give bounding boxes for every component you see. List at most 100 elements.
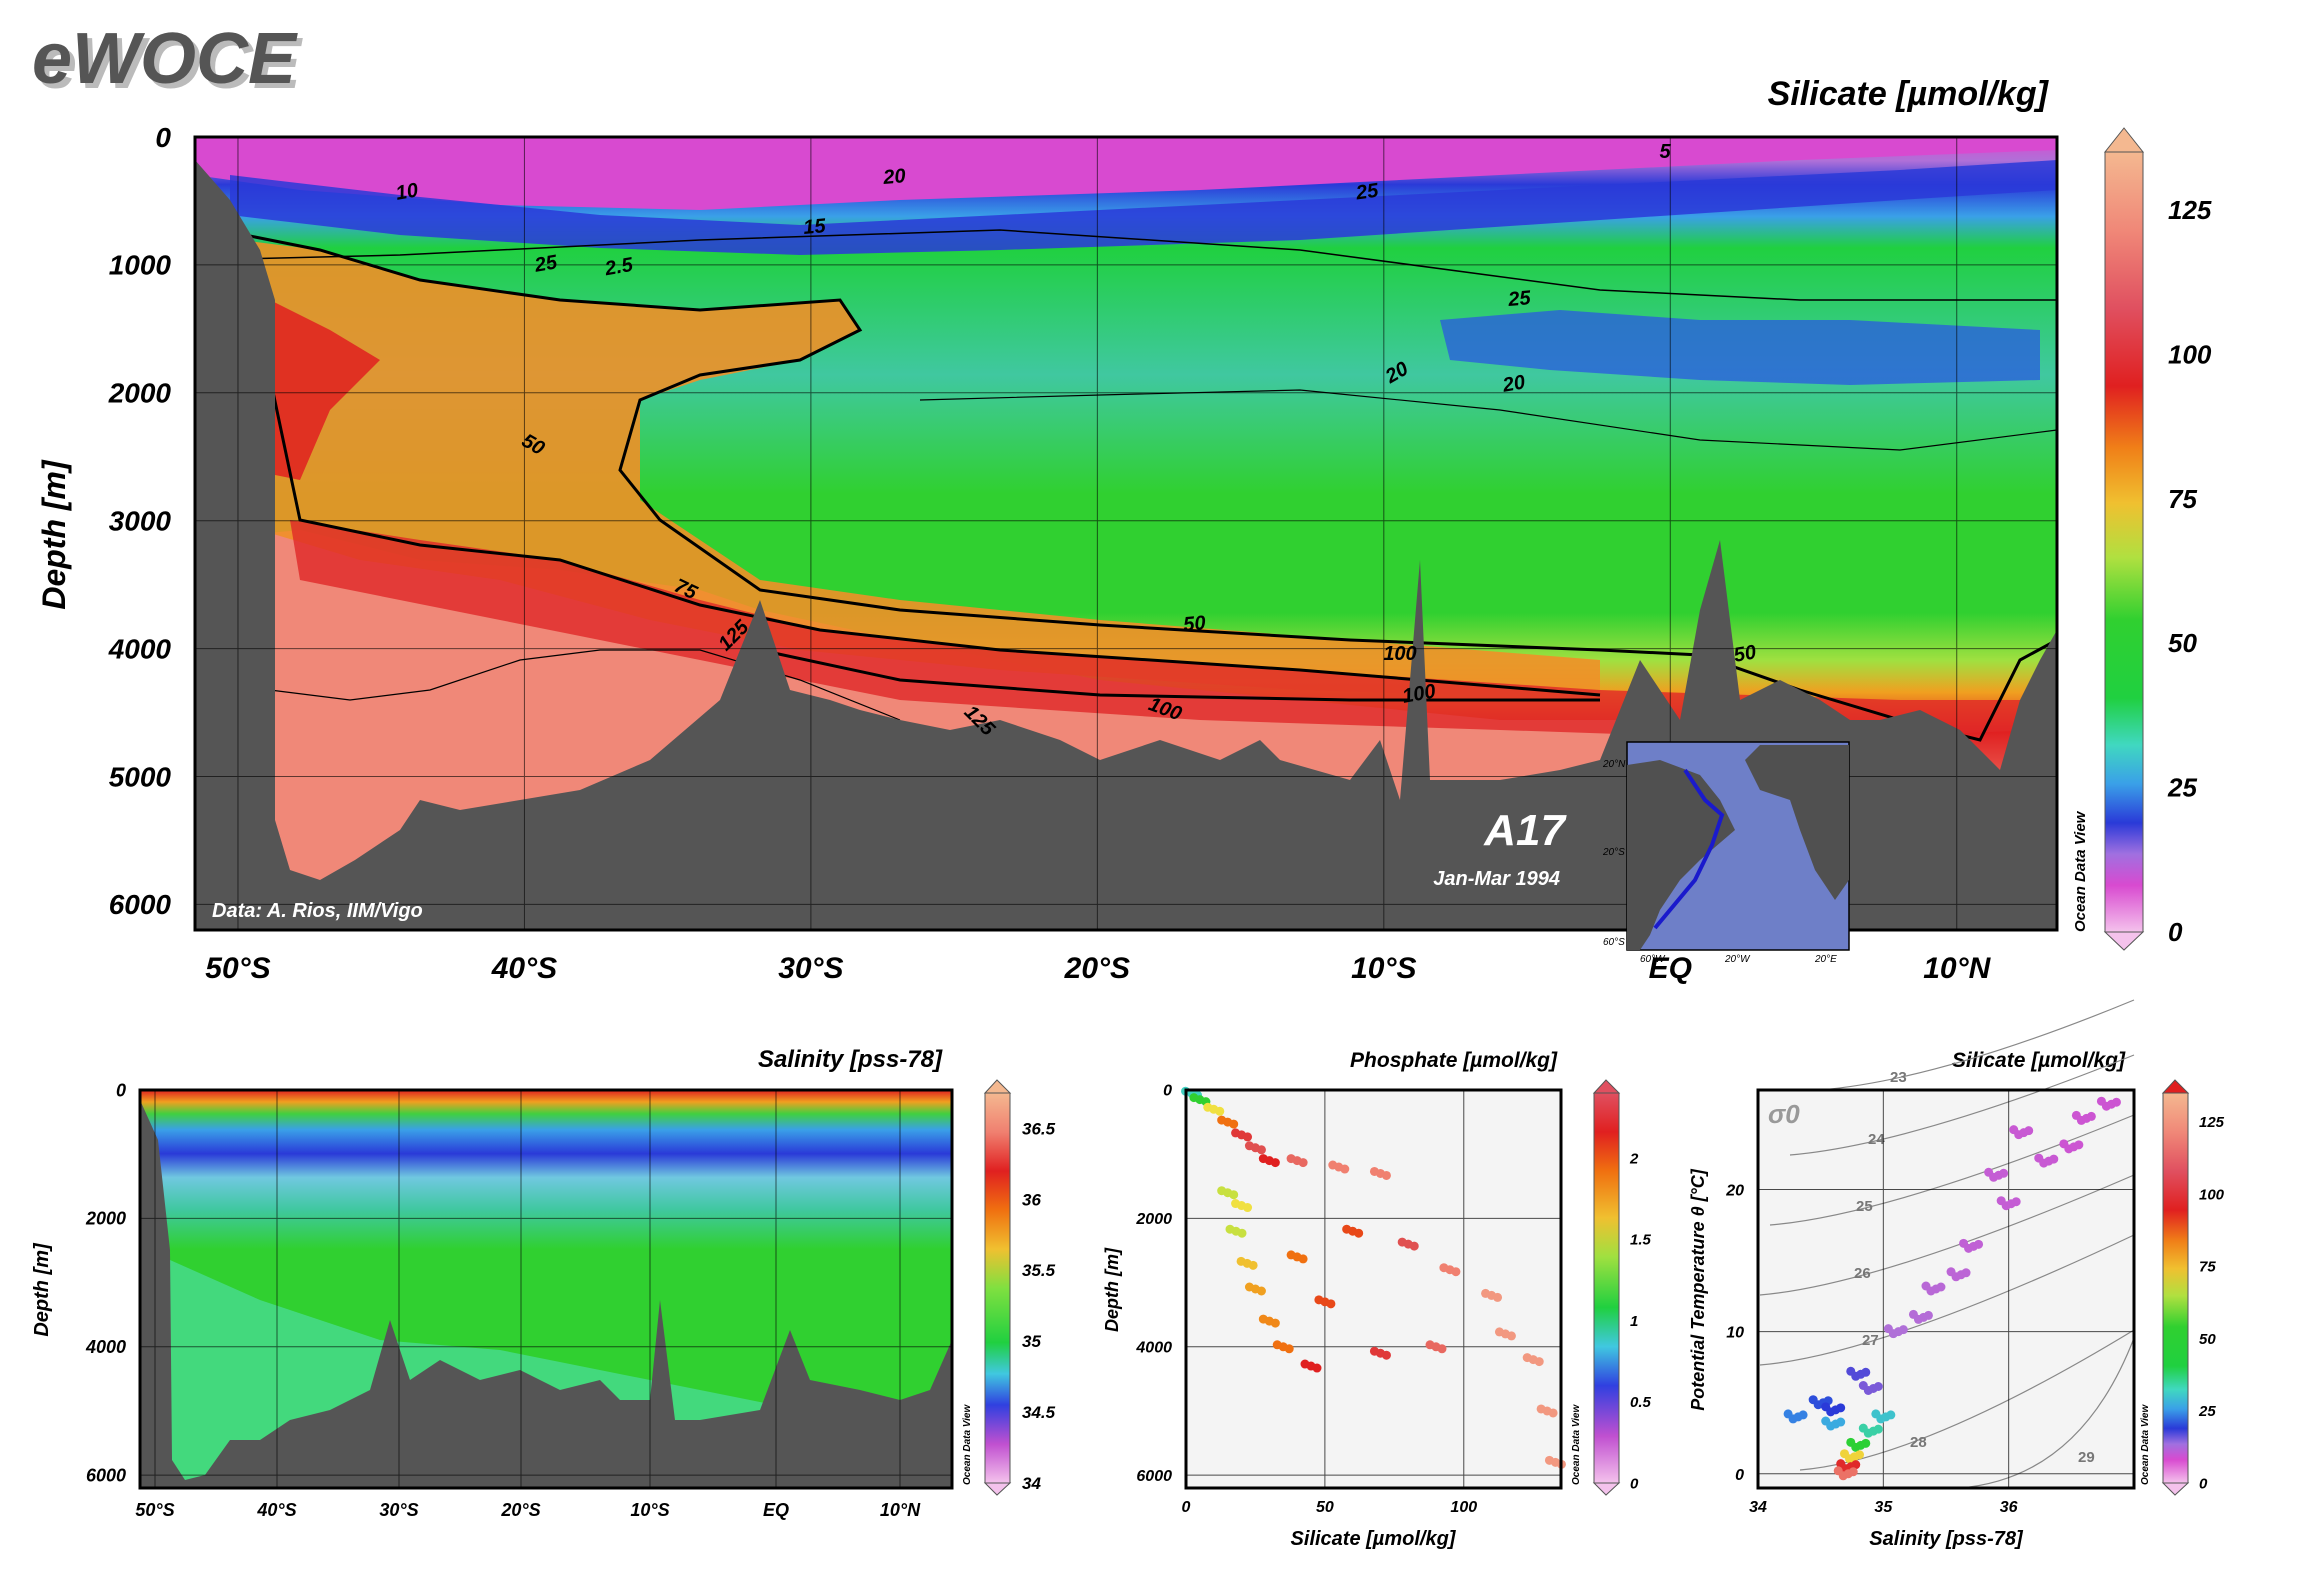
colorbar-tick-label: 35.5 xyxy=(1022,1261,1056,1280)
phosphate-point xyxy=(1270,1158,1280,1168)
colorbar-top-cap xyxy=(2103,127,2145,153)
colorbar-tick-label: 100 xyxy=(2168,339,2212,369)
colorbar-bottom-cap xyxy=(2103,931,2145,951)
ts-point xyxy=(1923,1310,1933,1320)
salinity-colorbar-ticks: 34 34.5 35 35.5 36 36.5 xyxy=(1022,1119,1056,1493)
ewoce-logo: eWOCE xyxy=(32,19,298,99)
phosphate-point xyxy=(1312,1363,1322,1373)
salinity-colorbar-top-cap xyxy=(983,1079,1012,1094)
colorbar-tick-label: 100 xyxy=(2199,1186,2225,1203)
inset-lon-label: 20°W xyxy=(1724,954,1751,965)
ts-colorbar-bottom-cap xyxy=(2161,1482,2190,1496)
ts-colorbar-bar xyxy=(2162,1092,2189,1484)
colorbar-tick-label: 0 xyxy=(1630,1475,1639,1492)
ts-colorbar-top-cap xyxy=(2161,1079,2190,1094)
isopycnal-label: 25 xyxy=(1856,1198,1873,1215)
ts-point xyxy=(1861,1367,1871,1377)
inset-map-labels: 20°N 20°S 60°S 60°W 20°W 20°E xyxy=(1602,759,1837,965)
main-colorbar-ticks: 0 25 50 75 100 125 xyxy=(2167,195,2212,947)
x-tick-label: 10°S xyxy=(1351,952,1416,985)
phosphate-point xyxy=(1215,1106,1225,1116)
phosphate-point xyxy=(1298,1158,1308,1168)
colorbar-tick-label: 25 xyxy=(2198,1403,2216,1420)
phosphate-point xyxy=(1354,1228,1364,1238)
phosphate-point xyxy=(1270,1318,1280,1328)
contour-20-lower xyxy=(919,389,2058,451)
colorbar-tick-label: 2 xyxy=(1629,1150,1639,1167)
isopycnal-line xyxy=(1819,999,2135,1091)
isopycnal-line xyxy=(1759,1174,2135,1296)
bathymetry xyxy=(195,160,2057,930)
colorbar-tick-label: 125 xyxy=(2168,195,2212,225)
phosphate-y-ticks: 0 2000 4000 6000 xyxy=(1135,1083,1172,1485)
ts-point xyxy=(1873,1382,1883,1391)
x-tick-label: 50 xyxy=(1316,1499,1334,1516)
x-tick-label: 40°S xyxy=(491,952,557,985)
inset-lon-label: 60°W xyxy=(1640,954,1666,965)
phosphate-point xyxy=(1381,1350,1391,1360)
colorbar-tick-label: 35 xyxy=(1022,1332,1041,1351)
salinity-colorbar-caption: Ocean Data View xyxy=(962,1404,973,1485)
salinity-title: Salinity [pss-78] xyxy=(758,1046,943,1073)
colorbar-tick-label: 0 xyxy=(2168,917,2183,947)
phosphate-point xyxy=(1243,1203,1253,1213)
y-tick-label: 1000 xyxy=(109,250,172,281)
y-tick-label: 2000 xyxy=(1135,1211,1172,1228)
colorbar-tick-label: 75 xyxy=(2168,484,2197,514)
inset-south-america xyxy=(1627,760,1735,950)
ts-point xyxy=(1798,1410,1808,1420)
ts-title: Silicate [µmol/kg] xyxy=(1952,1049,2126,1072)
phosphate-point xyxy=(1256,1286,1266,1296)
isopycnal-label: 28 xyxy=(1910,1434,1927,1451)
ts-point xyxy=(1851,1460,1861,1470)
colorbar-tick-label: 1 xyxy=(1630,1313,1638,1330)
section-dates: Jan-Mar 1994 xyxy=(1433,868,1560,890)
y-tick-label: 2000 xyxy=(108,378,172,409)
colorbar-tick-label: 50 xyxy=(2199,1331,2216,1348)
x-tick-label: 30°S xyxy=(778,952,843,985)
ts-points xyxy=(1783,1096,2121,1481)
contour-label: 25 xyxy=(532,251,560,277)
colorbar-tick-label: 1.5 xyxy=(1630,1232,1652,1249)
ts-colorbar: 0 25 50 75 100 125 Ocean Data View xyxy=(2140,1079,2225,1496)
phosphate-frame xyxy=(1184,1088,1563,1490)
ts-x-label: Salinity [pss-78] xyxy=(1869,1528,2024,1550)
main-colorbar-bar xyxy=(2104,151,2144,933)
y-tick-label: 5000 xyxy=(109,761,172,792)
ts-point xyxy=(1898,1325,1908,1335)
ts-point xyxy=(1873,1424,1883,1434)
ts-point xyxy=(1936,1282,1946,1292)
contour-label: 25 xyxy=(1506,287,1532,311)
colorbar-tick-label: 50 xyxy=(2168,628,2197,658)
colorbar-tick-label: 36.5 xyxy=(1022,1119,1056,1138)
salinity-colorbar-bar xyxy=(984,1092,1011,1484)
contour-label: 20 xyxy=(881,165,906,189)
sigma-label: σ0 xyxy=(1768,1099,1800,1129)
ts-point xyxy=(1999,1168,2009,1178)
contour-label: 5 xyxy=(1659,141,1671,163)
ts-colorbar-caption: Ocean Data View xyxy=(2140,1404,2151,1485)
isopycnal-line xyxy=(1799,1329,2135,1471)
ts-point xyxy=(2086,1111,2096,1121)
ts-point xyxy=(1974,1239,1984,1249)
isopycnal-label: 27 xyxy=(1862,1332,1879,1349)
inset-map: 20°N 20°S 60°S 60°W 20°W 20°E xyxy=(1602,741,1850,965)
phosphate-point xyxy=(1534,1357,1544,1367)
ts-isopycnals: 23 24 25 26 27 28 29 xyxy=(1759,999,2135,1489)
ts-point xyxy=(2074,1140,2084,1150)
phosphate-colorbar-caption: Ocean Data View xyxy=(1571,1404,1582,1485)
colorbar-tick-label: 36 xyxy=(1022,1190,1041,1209)
phosphate-point xyxy=(1229,1190,1239,1200)
contour-label: 100 xyxy=(1383,643,1416,665)
blue-core xyxy=(1440,310,2040,385)
ts-point xyxy=(2111,1097,2121,1107)
phosphate-point xyxy=(1437,1344,1447,1354)
phosphate-gridlines xyxy=(1186,1090,1561,1488)
contour-75 xyxy=(258,329,1601,697)
y-tick-label: 20 xyxy=(1725,1183,1744,1200)
x-tick-label: EQ xyxy=(763,1500,789,1520)
ts-y-ticks: 0 10 20 xyxy=(1725,1183,1744,1484)
phosphate-point xyxy=(1340,1164,1350,1174)
phosphate-point xyxy=(1237,1228,1247,1238)
y-tick-label: 6000 xyxy=(109,889,172,920)
